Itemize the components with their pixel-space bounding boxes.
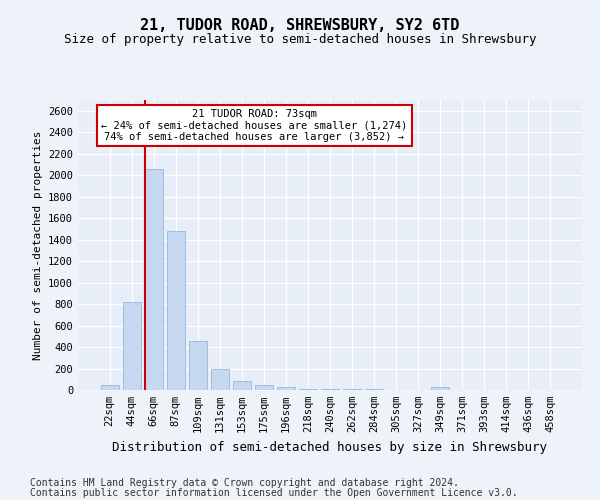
Text: Contains public sector information licensed under the Open Government Licence v3: Contains public sector information licen… bbox=[30, 488, 518, 498]
Text: Contains HM Land Registry data © Crown copyright and database right 2024.: Contains HM Land Registry data © Crown c… bbox=[30, 478, 459, 488]
Bar bbox=[277, 388, 295, 390]
Y-axis label: Number of semi-detached properties: Number of semi-detached properties bbox=[32, 130, 43, 360]
Text: 21, TUDOR ROAD, SHREWSBURY, SY2 6TD: 21, TUDOR ROAD, SHREWSBURY, SY2 6TD bbox=[140, 18, 460, 32]
Bar bbox=[211, 369, 229, 390]
Bar bbox=[233, 382, 251, 390]
Bar bbox=[167, 231, 185, 390]
Bar bbox=[299, 389, 317, 390]
Bar bbox=[189, 340, 206, 390]
Text: 21 TUDOR ROAD: 73sqm
← 24% of semi-detached houses are smaller (1,274)
74% of se: 21 TUDOR ROAD: 73sqm ← 24% of semi-detac… bbox=[101, 108, 407, 142]
Bar bbox=[101, 384, 119, 390]
Bar bbox=[431, 387, 449, 390]
X-axis label: Distribution of semi-detached houses by size in Shrewsbury: Distribution of semi-detached houses by … bbox=[113, 440, 548, 454]
Bar bbox=[123, 302, 140, 390]
Bar bbox=[145, 168, 163, 390]
Text: Size of property relative to semi-detached houses in Shrewsbury: Size of property relative to semi-detach… bbox=[64, 32, 536, 46]
Bar bbox=[255, 385, 273, 390]
